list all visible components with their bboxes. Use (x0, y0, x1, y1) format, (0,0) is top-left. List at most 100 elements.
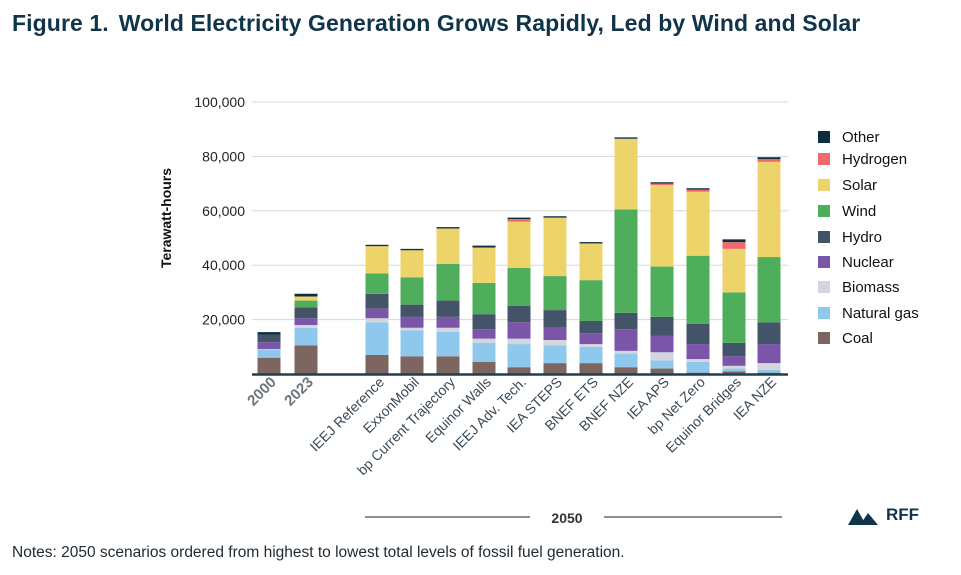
bar-segment-other (400, 248, 424, 251)
bar-stack-bp-net-zero (686, 188, 710, 374)
bar-segment-solar (436, 228, 460, 264)
bar-segment-hydro (614, 312, 638, 330)
bar-segment-coal (650, 368, 674, 374)
legend-item-hydro: Hydro (818, 229, 882, 246)
bar-segment-wind (436, 263, 460, 301)
bar-segment-wind (365, 273, 389, 294)
bar-segment-hydro (257, 334, 281, 343)
legend-item-biomass: Biomass (818, 279, 900, 296)
legend-label: Wind (842, 203, 876, 220)
y-tick-label: 80,000 (202, 148, 245, 164)
legend-item-natural-gas: Natural gas (818, 305, 919, 322)
y-tick-label: 40,000 (202, 257, 245, 273)
bar-segment-coal (436, 356, 460, 374)
bar-segment-hydrogen (686, 189, 710, 192)
bar-segment-other (436, 227, 460, 229)
bar-segment-nuclear (472, 329, 496, 339)
bar-segment-nuclear (757, 344, 781, 364)
bar-segment-coal (257, 357, 281, 374)
bar-segment-hydro (650, 316, 674, 336)
bar-segment-hydrogen (722, 242, 746, 249)
bar-segment-solar (294, 296, 318, 301)
bar-segment-coal (365, 354, 389, 374)
bar-segment-wind (614, 209, 638, 313)
bar-segment-nuclear (257, 342, 281, 349)
bar-segment-biomass (400, 327, 424, 331)
legend-label: Nuclear (842, 254, 894, 271)
bar-segment-other (507, 217, 531, 219)
bar-segment-hydro (436, 300, 460, 317)
bar-segment-other (472, 245, 496, 248)
bar-segment-natural-gas (294, 327, 318, 346)
group-label: 2050 (551, 510, 582, 526)
bar-segment-coal (472, 361, 496, 374)
legend-label: Natural gas (842, 305, 919, 322)
bar-segment-hydro (722, 342, 746, 357)
bar-segment-coal (722, 371, 746, 374)
bar-segment-coal (400, 356, 424, 374)
legend-item-other: Other (818, 129, 880, 146)
bar-segment-nuclear (543, 327, 567, 340)
bar-segment-coal (579, 363, 603, 374)
legend-swatch (818, 231, 830, 243)
bar-segment-natural-gas (650, 360, 674, 369)
bar-segment-wind (400, 277, 424, 305)
legend-item-hydrogen: Hydrogen (818, 151, 907, 168)
legend-label: Other (842, 129, 880, 146)
bar-stack-equinor-walls (472, 245, 496, 374)
bar-segment-wind (579, 280, 603, 321)
legend-swatch (818, 131, 830, 143)
bar-segment-solar (757, 161, 781, 258)
bar-stack-bnef-ets (579, 242, 603, 374)
y-axis-label: Terawatt-hours (158, 168, 174, 268)
bar-segment-biomass (757, 363, 781, 370)
bar-segment-natural-gas (436, 331, 460, 357)
y-tick-label: 100,000 (194, 94, 245, 110)
bar-segment-natural-gas (614, 353, 638, 368)
bar-segment-nuclear (722, 356, 746, 366)
bar-segment-coal (507, 367, 531, 374)
legend-label: Coal (842, 330, 873, 347)
bar-segment-solar (579, 243, 603, 281)
bar-segment-nuclear (294, 318, 318, 326)
legend-item-nuclear: Nuclear (818, 254, 894, 271)
bar-segment-biomass (686, 359, 710, 362)
bar-segment-nuclear (436, 316, 460, 328)
bar-stack-2000 (257, 332, 281, 374)
bar-segment-solar (722, 248, 746, 293)
bar-segment-hydro (579, 320, 603, 334)
bar-segment-natural-gas (579, 346, 603, 364)
bar-segment-biomass (257, 348, 281, 350)
bar-segment-other (294, 293, 318, 297)
rff-logo: RFF (848, 505, 919, 525)
chart-title: Figure 1. World Electricity Generation Gr… (12, 10, 860, 37)
legend-item-coal: Coal (818, 330, 873, 347)
bar-segment-wind (686, 255, 710, 324)
bar-segment-biomass (614, 350, 638, 354)
group-bracket: 2050 (365, 510, 782, 526)
notes: Notes: 2050 scenarios ordered from highe… (12, 544, 625, 561)
bar-segment-solar (543, 217, 567, 277)
legend-swatch (818, 307, 830, 319)
bar-stack-exxonmobil (400, 248, 424, 374)
legend-label: Hydrogen (842, 151, 907, 168)
bar-segment-wind (543, 276, 567, 311)
bar-segment-hydro (472, 314, 496, 330)
bar-segment-other (686, 188, 710, 190)
bar-segment-nuclear (650, 335, 674, 353)
bar-segment-wind (650, 266, 674, 317)
logo-text: RFF (886, 505, 920, 524)
legend-label: Biomass (842, 279, 900, 296)
bar-segment-hydro (507, 306, 531, 323)
mountain-icon (848, 509, 878, 525)
bar-segment-wind (472, 282, 496, 315)
bar-stack-iea-aps (650, 182, 674, 374)
bar-segment-other (365, 244, 389, 247)
bar-segment-other (757, 157, 781, 160)
y-tick-label: 60,000 (202, 203, 245, 219)
bar-segment-natural-gas (257, 349, 281, 358)
y-tick-label: 20,000 (202, 312, 245, 328)
legend-swatch (818, 153, 830, 165)
bar-segment-biomass (650, 352, 674, 361)
x-tick-label: 2023 (281, 374, 317, 410)
